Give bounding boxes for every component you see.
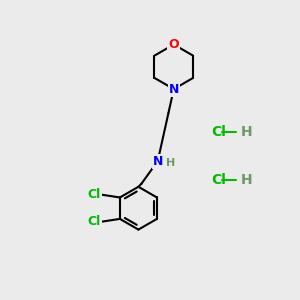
Text: O: O xyxy=(169,38,179,51)
Text: Cl: Cl xyxy=(211,125,226,139)
Text: H: H xyxy=(241,125,252,139)
Text: N: N xyxy=(169,82,179,96)
Text: Cl: Cl xyxy=(87,188,101,201)
Text: H: H xyxy=(166,158,175,168)
Text: H: H xyxy=(241,173,252,187)
Text: Cl: Cl xyxy=(211,173,226,187)
Text: Cl: Cl xyxy=(87,215,101,228)
Text: N: N xyxy=(152,154,163,168)
